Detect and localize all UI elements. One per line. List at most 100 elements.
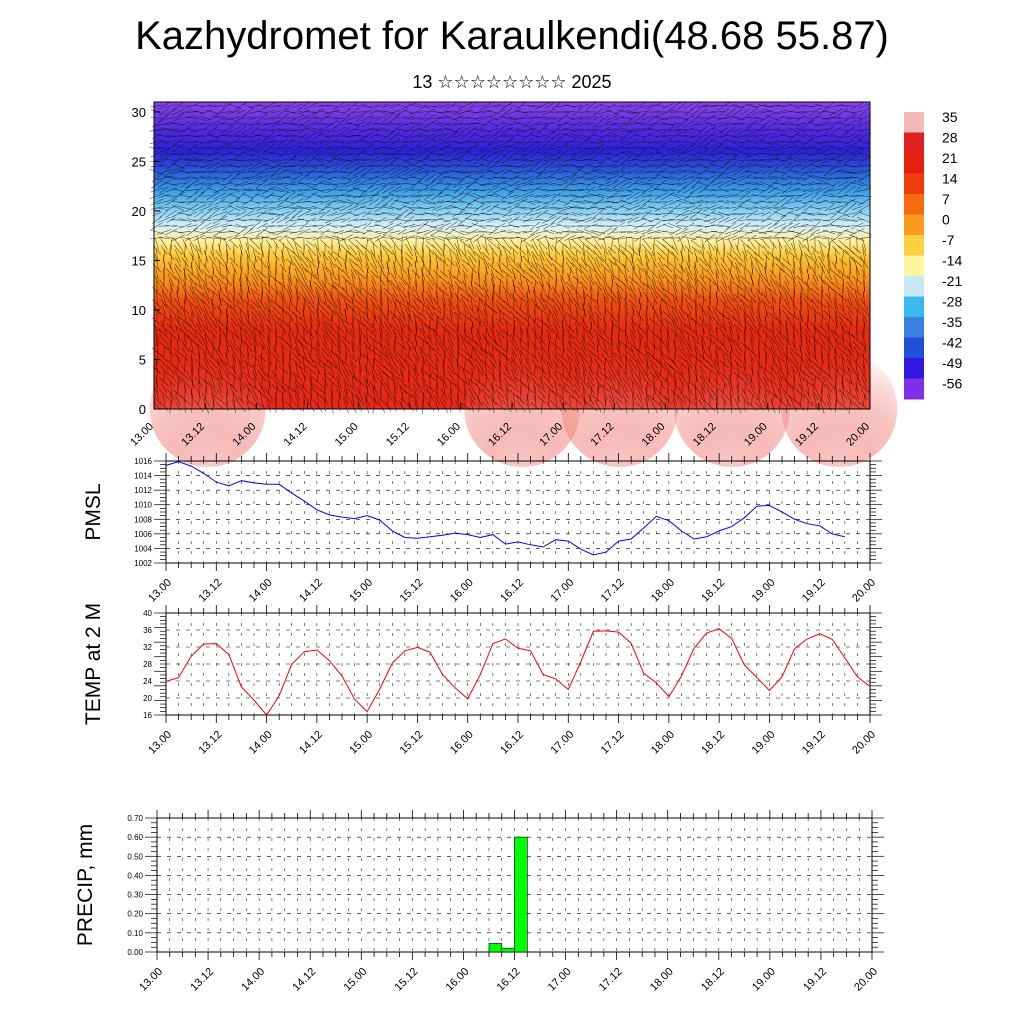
wind-barb xyxy=(345,180,361,188)
wind-barb xyxy=(522,189,534,191)
wind-barb xyxy=(538,334,546,346)
wind-barb xyxy=(300,272,308,288)
wind-barb xyxy=(331,212,347,216)
wind-barb xyxy=(803,193,813,199)
wind-barb xyxy=(839,258,847,266)
wind-barb xyxy=(299,222,309,230)
wind-barb xyxy=(252,363,258,377)
wind-barb xyxy=(176,356,180,372)
wind-barb xyxy=(178,230,192,234)
wind-barb xyxy=(636,264,644,272)
wind-barb xyxy=(557,128,569,132)
wind-barb xyxy=(451,228,465,236)
wind-barb xyxy=(590,286,592,298)
wind-barb xyxy=(566,281,574,291)
wind-barb xyxy=(177,279,179,293)
wind-barb xyxy=(718,371,730,381)
wind-barb xyxy=(667,212,683,216)
wind-barb xyxy=(394,387,396,401)
wind-barb xyxy=(533,290,537,306)
wind-barb xyxy=(692,335,700,345)
wind-barb xyxy=(680,250,684,262)
wind-barb xyxy=(599,345,611,359)
wind-barb xyxy=(357,249,363,263)
wind-barb xyxy=(836,145,850,151)
wind-barb xyxy=(513,225,529,227)
wind-barb xyxy=(421,377,425,387)
wind-barb xyxy=(375,217,387,223)
wind-barb xyxy=(349,261,357,275)
wind-barb xyxy=(426,387,434,401)
wind-barb xyxy=(253,338,257,354)
wind-barb xyxy=(371,329,377,339)
wind-barb xyxy=(312,201,324,203)
wind-barb xyxy=(550,168,562,176)
wind-barb xyxy=(726,255,736,269)
wind-barb xyxy=(758,158,774,162)
wind-barb xyxy=(563,127,577,133)
wind-barb xyxy=(841,368,845,384)
wind-barb xyxy=(316,260,320,276)
wind-barb xyxy=(351,333,355,347)
wind-barb xyxy=(337,381,341,395)
wind-barb xyxy=(675,140,689,144)
wind-barb xyxy=(483,308,489,324)
wind-barb xyxy=(579,351,589,365)
wind-barb xyxy=(836,185,850,195)
wind-barb xyxy=(447,370,455,382)
wind-barb xyxy=(478,297,480,311)
wind-barb xyxy=(625,122,641,126)
wind-barb xyxy=(522,144,534,152)
wind-barb xyxy=(423,228,437,236)
wind-barb xyxy=(724,229,738,235)
wind-barb xyxy=(220,192,234,200)
wind-barb xyxy=(661,150,675,158)
wind-barb xyxy=(402,131,416,141)
wind-barb xyxy=(797,239,805,249)
wind-barb xyxy=(284,138,296,146)
wind-barb xyxy=(821,290,823,306)
wind-barb xyxy=(590,206,606,210)
wind-barb xyxy=(299,366,309,374)
wind-barb xyxy=(699,274,707,286)
wind-barb xyxy=(640,152,654,156)
wind-barb xyxy=(526,374,530,390)
wind-barb xyxy=(581,363,587,377)
wind-barb xyxy=(551,376,561,388)
wind-barb xyxy=(242,134,254,138)
wind-barb xyxy=(599,104,611,108)
wind-barb xyxy=(160,245,168,255)
wind-barb xyxy=(165,371,177,381)
wind-barb xyxy=(206,237,220,239)
wind-barb xyxy=(811,383,819,393)
wind-barb xyxy=(706,359,714,369)
wind-barb xyxy=(247,388,249,400)
wind-barb xyxy=(319,183,331,185)
wind-barb xyxy=(284,383,296,393)
wind-barb xyxy=(806,236,810,252)
wind-barb xyxy=(225,339,229,353)
wind-barb xyxy=(221,134,233,138)
wind-barb xyxy=(214,177,226,179)
wind-barb xyxy=(824,204,834,212)
wind-barb xyxy=(855,279,859,293)
wind-barb xyxy=(659,339,663,353)
wind-barb xyxy=(475,383,483,393)
wind-barb xyxy=(317,123,333,125)
wind-barb xyxy=(768,288,778,296)
wind-barb xyxy=(487,155,499,165)
wind-barb xyxy=(575,328,579,340)
wind-barb xyxy=(861,310,867,322)
wind-barb xyxy=(795,127,807,133)
wind-barb xyxy=(769,279,777,293)
wind-barb xyxy=(423,199,437,205)
wind-barb xyxy=(334,352,344,364)
wind-barb xyxy=(682,178,696,190)
wind-barb xyxy=(396,105,408,107)
wind-barb xyxy=(472,193,486,199)
wind-barb xyxy=(560,291,566,305)
wind-barb xyxy=(704,351,716,365)
wind-barb xyxy=(608,363,616,377)
wind-barb xyxy=(470,280,474,292)
wind-barb xyxy=(271,216,281,224)
